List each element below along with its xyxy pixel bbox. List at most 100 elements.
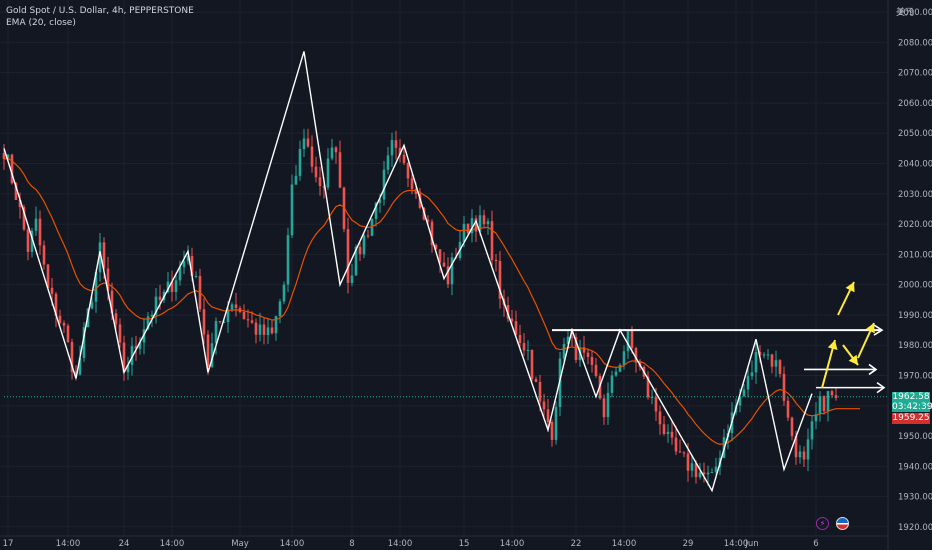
candle-body	[750, 372, 754, 377]
candle-body	[262, 324, 266, 336]
candle-body	[374, 202, 378, 219]
candle-body	[330, 147, 334, 159]
candle-body	[278, 301, 282, 317]
candle-body	[706, 472, 710, 475]
candle-body	[570, 336, 574, 338]
candle-body	[378, 199, 382, 203]
candle-body	[6, 154, 10, 159]
candle-body	[310, 146, 314, 167]
candle-body	[490, 221, 494, 260]
candle-body	[250, 320, 254, 323]
candle-body	[486, 221, 490, 225]
candle-body	[302, 138, 306, 150]
candle-body	[234, 304, 238, 308]
us-flag-icon[interactable]	[836, 517, 849, 530]
candle-body	[790, 417, 794, 437]
candle-body	[446, 266, 450, 285]
candle-body	[194, 275, 198, 277]
y-tick-label: 2030.00	[898, 190, 932, 200]
candle-body	[134, 346, 138, 349]
candle-body	[10, 154, 14, 184]
candle-body	[778, 360, 782, 374]
yellow-arrowhead	[827, 340, 838, 350]
candle-body	[246, 319, 250, 321]
resistance-arrowhead	[873, 324, 884, 336]
candle-body	[650, 396, 654, 398]
candle-body	[270, 327, 274, 334]
candle-body	[786, 400, 790, 418]
candle-body	[126, 364, 130, 373]
candle-body	[590, 356, 594, 365]
y-tick-label: 2010.00	[898, 250, 932, 260]
candle-body	[674, 437, 678, 452]
candle-body	[78, 358, 82, 375]
candle-body	[242, 312, 246, 320]
candle-body	[386, 155, 390, 170]
candle-body	[782, 373, 786, 401]
candle-body	[54, 293, 58, 316]
candle-body	[818, 396, 822, 415]
currency-label[interactable]: 美元	[896, 8, 915, 18]
candle-body	[62, 322, 66, 326]
y-tick-label: 1950.00	[898, 432, 932, 442]
candle-body	[746, 376, 750, 390]
candle-body	[794, 436, 798, 458]
candle-body	[42, 245, 46, 265]
lightning-icon[interactable]: ⚡	[816, 517, 829, 530]
candle-body	[698, 472, 702, 478]
zigzag-line	[3, 51, 813, 493]
candle-body	[610, 375, 614, 393]
candle-body	[582, 347, 586, 353]
candle-body	[622, 351, 626, 365]
candle-body	[426, 219, 430, 222]
candle-body	[646, 376, 650, 398]
candle-body	[18, 199, 22, 208]
candle-body	[766, 354, 770, 356]
candle-body	[534, 378, 538, 382]
y-tick-label: 1940.00	[898, 462, 932, 472]
candle-body	[414, 189, 418, 195]
yellow-arrowhead	[848, 354, 858, 365]
candle-body	[554, 406, 558, 440]
candle-body	[350, 275, 354, 283]
candle-body	[430, 221, 434, 245]
candle-body	[214, 321, 218, 344]
y-tick-label: 2020.00	[898, 220, 932, 230]
candle-body	[434, 244, 438, 250]
candle-body	[498, 261, 502, 299]
candle-body	[190, 256, 194, 277]
candle-body	[402, 154, 406, 164]
candle-body	[798, 451, 802, 458]
candle-body	[370, 218, 374, 236]
candle-body	[154, 296, 158, 315]
x-tick-label: 29	[683, 539, 694, 549]
current-price-tag: 1962.58 03:42:39	[892, 392, 932, 412]
candle-body	[114, 313, 118, 325]
candle-body	[606, 392, 610, 418]
candle-body	[494, 259, 498, 262]
candle-body	[586, 352, 590, 357]
candle-body	[634, 348, 638, 363]
candle-body	[118, 324, 122, 343]
candle-body	[410, 178, 414, 190]
candle-body	[514, 321, 518, 336]
candle-body	[150, 314, 154, 317]
candle-body	[218, 321, 222, 323]
candle-body	[682, 452, 686, 454]
candle-body	[762, 354, 766, 356]
candle-body	[442, 262, 446, 267]
candle-body	[758, 352, 762, 356]
yellow-arrowhead	[865, 323, 875, 334]
candle-body	[466, 223, 470, 234]
candle-body	[230, 304, 234, 310]
candle-body	[326, 158, 330, 188]
candle-body	[690, 463, 694, 471]
candle-body	[74, 371, 78, 375]
candle-body	[450, 257, 454, 285]
candle-body	[286, 235, 290, 285]
candle-body	[14, 183, 18, 200]
y-tick-label: 1990.00	[898, 311, 932, 321]
x-tick-label: 24	[119, 539, 130, 549]
candle-body	[614, 371, 618, 376]
